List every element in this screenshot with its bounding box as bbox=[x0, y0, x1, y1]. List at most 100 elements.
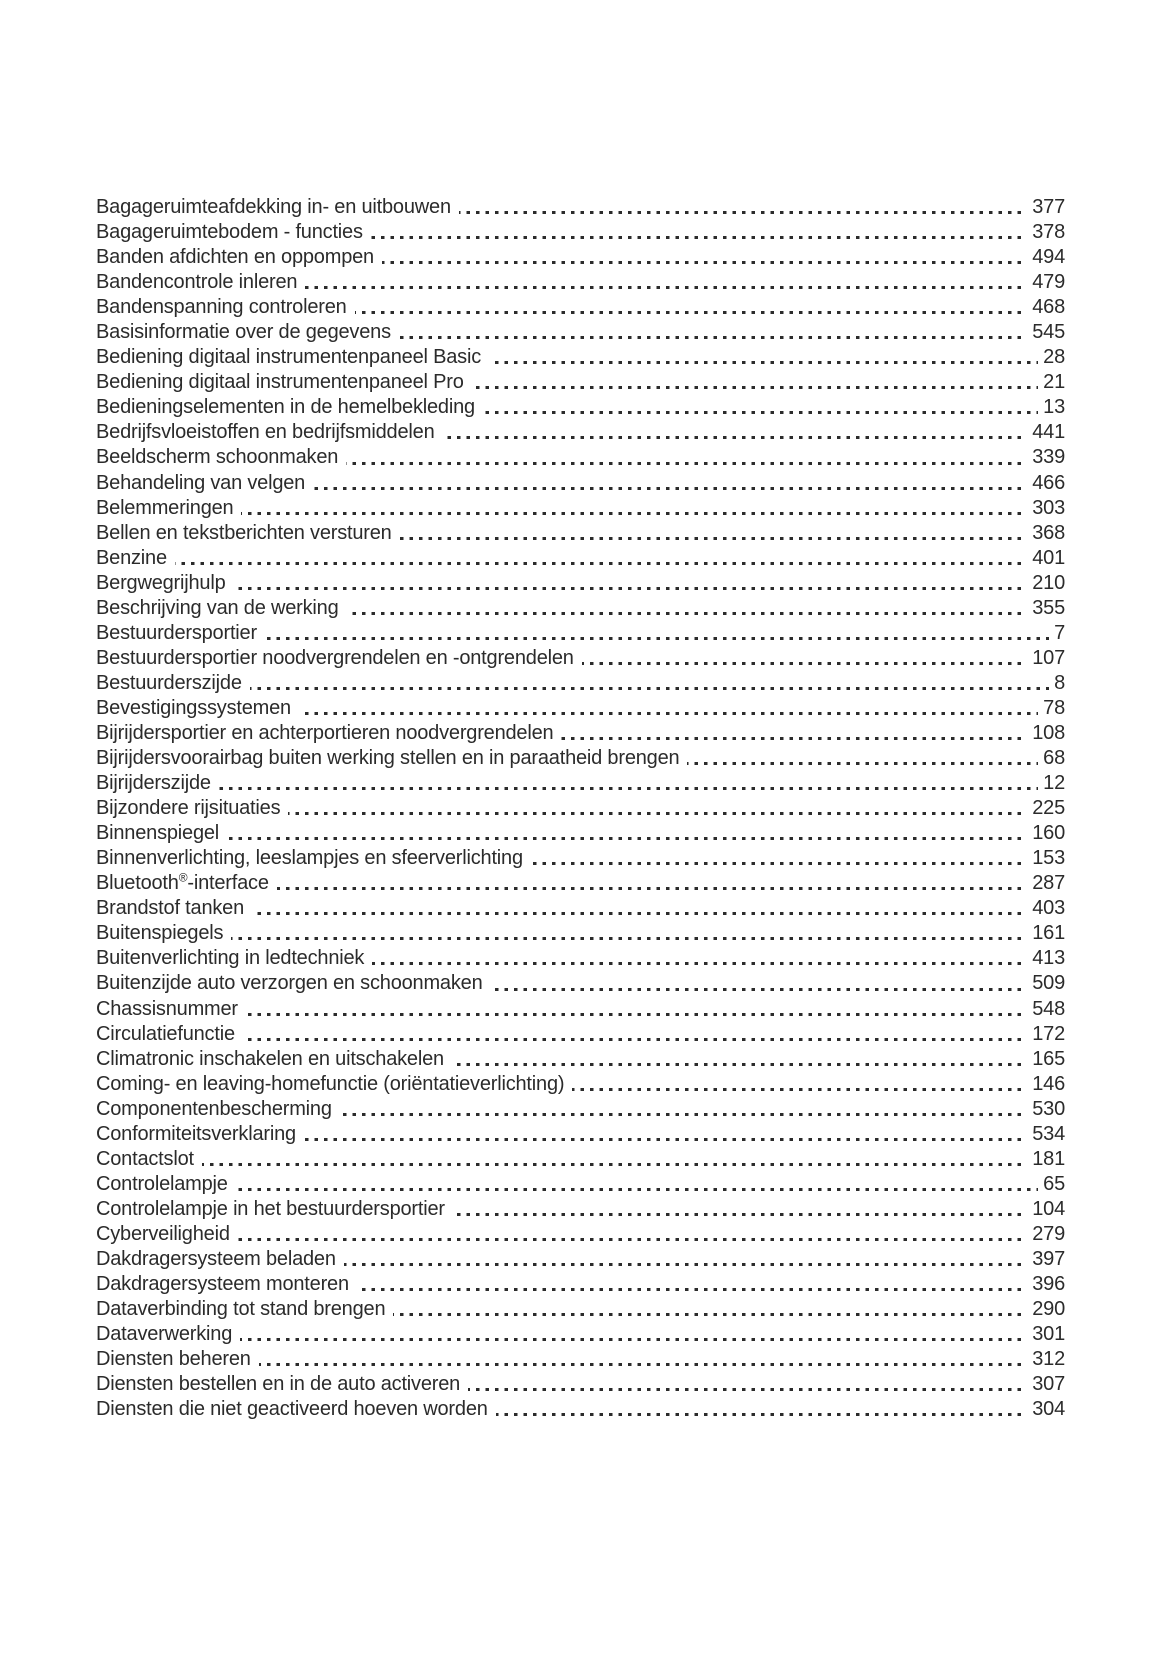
toc-entry: Bedieningselementen in de hemelbekleding… bbox=[96, 395, 1065, 421]
entry-page-number: 165 bbox=[1027, 1046, 1065, 1072]
entry-page-number: 8 bbox=[1049, 670, 1065, 696]
toc-entry: Bediening digitaal instrumentenpaneel Pr… bbox=[96, 370, 1065, 396]
toc-entry: Chassisnummer 548 bbox=[96, 996, 1065, 1022]
entry-page-number: 28 bbox=[1038, 345, 1065, 371]
entry-page-number: 368 bbox=[1027, 520, 1065, 546]
toc-entry: Componentenbescherming 530 bbox=[96, 1096, 1065, 1122]
entry-page-number: 545 bbox=[1027, 320, 1065, 346]
toc-entry: Dakdragersysteem monteren 396 bbox=[96, 1272, 1065, 1298]
toc-entry: Beeldscherm schoonmaken 339 bbox=[96, 445, 1065, 471]
entry-page-number: 413 bbox=[1027, 946, 1065, 972]
entry-page-number: 307 bbox=[1027, 1372, 1065, 1398]
toc-entry: Diensten beheren 312 bbox=[96, 1347, 1065, 1373]
toc-entry: Controlelampje 65 bbox=[96, 1171, 1065, 1197]
entry-label: Dakdragersysteem monteren bbox=[96, 1272, 357, 1298]
index-list: Bagageruimteafdekking in- en uitbouwen 37… bbox=[96, 195, 1065, 1423]
entry-page-number: 225 bbox=[1027, 796, 1065, 822]
entry-label: Diensten beheren bbox=[96, 1347, 259, 1373]
toc-entry: Belemmeringen 303 bbox=[96, 495, 1065, 521]
entry-label: Circulatiefunctie bbox=[96, 1021, 243, 1047]
toc-entry: Basisinformatie over de gegevens 545 bbox=[96, 320, 1065, 346]
entry-label: Controlelampje bbox=[96, 1171, 236, 1197]
toc-entry: Beschrijving van de werking 355 bbox=[96, 595, 1065, 621]
toc-entry: Bagageruimtebodem - functies 378 bbox=[96, 220, 1065, 246]
entry-label: Basisinformatie over de gegevens bbox=[96, 320, 399, 346]
entry-label: Beschrijving van de werking bbox=[96, 595, 347, 621]
toc-entry: Conformiteitsverklaring 534 bbox=[96, 1121, 1065, 1147]
entry-page-number: 210 bbox=[1027, 570, 1065, 596]
entry-page-number: 12 bbox=[1038, 771, 1065, 797]
entry-label: Bandencontrole inleren bbox=[96, 270, 306, 296]
entry-page-number: 401 bbox=[1027, 545, 1065, 571]
toc-entry: Bestuurdersportier 7 bbox=[96, 620, 1065, 646]
entry-label: Dataverbinding tot stand brengen bbox=[96, 1297, 394, 1323]
entry-label: Benzine bbox=[96, 545, 175, 571]
entry-label: Coming- en leaving-homefunctie (oriëntat… bbox=[96, 1071, 573, 1097]
entry-page-number: 7 bbox=[1049, 620, 1065, 646]
entry-label: Bedieningselementen in de hemelbekleding bbox=[96, 395, 483, 421]
entry-label: Bediening digitaal instrumentenpaneel Pr… bbox=[96, 370, 472, 396]
entry-label: Buitenspiegels bbox=[96, 921, 232, 947]
toc-entry: Bandencontrole inleren 479 bbox=[96, 270, 1065, 296]
entry-page-number: 378 bbox=[1027, 220, 1065, 246]
entry-label: Componentenbescherming bbox=[96, 1096, 340, 1122]
toc-entry: Bedrijfsvloeistoffen en bedrijfsmiddelen… bbox=[96, 420, 1065, 446]
entry-label: Beeldscherm schoonmaken bbox=[96, 445, 347, 471]
entry-page-number: 312 bbox=[1027, 1347, 1065, 1373]
entry-label: Climatronic inschakelen en uitschakelen bbox=[96, 1046, 452, 1072]
entry-label: Bedrijfsvloeistoffen en bedrijfsmiddelen bbox=[96, 420, 443, 446]
toc-entry: Bevestigingssystemen 78 bbox=[96, 695, 1065, 721]
toc-entry: Bestuurdersportier noodvergrendelen en -… bbox=[96, 645, 1065, 671]
entry-page-number: 161 bbox=[1027, 921, 1065, 947]
entry-label: Bagageruimteafdekking in- en uitbouwen bbox=[96, 195, 459, 221]
toc-entry: Bestuurderszijde 8 bbox=[96, 670, 1065, 696]
toc-entry: Cyberveiligheid 279 bbox=[96, 1221, 1065, 1247]
entry-page-number: 466 bbox=[1027, 470, 1065, 496]
entry-page-number: 153 bbox=[1027, 846, 1065, 872]
toc-entry: Binnenverlichting, leeslampjes en sfeerv… bbox=[96, 846, 1065, 872]
entry-label: Buitenverlichting in ledtechniek bbox=[96, 946, 373, 972]
toc-entry: Bijzondere rijsituaties 225 bbox=[96, 796, 1065, 822]
entry-label: Contactslot bbox=[96, 1146, 202, 1172]
entry-page-number: 403 bbox=[1027, 896, 1065, 922]
toc-entry: Bagageruimteafdekking in- en uitbouwen 37… bbox=[96, 195, 1065, 221]
entry-page-number: 494 bbox=[1027, 245, 1065, 271]
toc-entry: Circulatiefunctie 172 bbox=[96, 1021, 1065, 1047]
toc-entry: Behandeling van velgen 466 bbox=[96, 470, 1065, 496]
entry-page-number: 396 bbox=[1027, 1272, 1065, 1298]
entry-page-number: 339 bbox=[1027, 445, 1065, 471]
entry-page-number: 303 bbox=[1027, 495, 1065, 521]
entry-page-number: 548 bbox=[1027, 996, 1065, 1022]
entry-page-number: 509 bbox=[1027, 971, 1065, 997]
entry-page-number: 441 bbox=[1027, 420, 1065, 446]
toc-entry: Diensten die niet geactiveerd hoeven wor… bbox=[96, 1397, 1065, 1423]
toc-entry: Bijrijdersvoorairbag buiten werking stel… bbox=[96, 746, 1065, 772]
entry-label: Bestuurderszijde bbox=[96, 670, 250, 696]
entry-page-number: 108 bbox=[1027, 720, 1065, 747]
toc-entry: Dakdragersysteem beladen 397 bbox=[96, 1246, 1065, 1273]
registered-trademark-symbol: ® bbox=[178, 870, 188, 885]
toc-entry: Dataverbinding tot stand brengen 290 bbox=[96, 1297, 1065, 1323]
toc-entry: Coming- en leaving-homefunctie (oriëntat… bbox=[96, 1071, 1065, 1097]
entry-label: Bergwegrijhulp bbox=[96, 570, 234, 596]
toc-entry: Buitenverlichting in ledtechniek 413 bbox=[96, 946, 1065, 972]
entry-label: Bagageruimtebodem - functies bbox=[96, 220, 371, 246]
entry-page-number: 377 bbox=[1027, 195, 1065, 221]
toc-entry: Banden afdichten en oppompen 494 bbox=[96, 245, 1065, 271]
entry-page-number: 146 bbox=[1027, 1071, 1065, 1097]
entry-label: Buitenzijde auto verzorgen en schoonmake… bbox=[96, 971, 491, 997]
entry-label: Bijrijdersportier en achterportieren noo… bbox=[96, 720, 562, 747]
entry-label: Behandeling van velgen bbox=[96, 470, 314, 496]
entry-label: Chassisnummer bbox=[96, 996, 246, 1022]
entry-label: Bediening digitaal instrumentenpaneel Ba… bbox=[96, 345, 489, 371]
entry-page-number: 107 bbox=[1027, 645, 1065, 671]
entry-label: Diensten bestellen en in de auto activer… bbox=[96, 1372, 469, 1398]
toc-entry: Brandstof tanken 403 bbox=[96, 896, 1065, 922]
entry-label: Bandenspanning controleren bbox=[96, 295, 355, 321]
entry-label: Conformiteitsverklaring bbox=[96, 1121, 304, 1147]
entry-label: Belemmeringen bbox=[96, 495, 242, 521]
entry-page-number: 104 bbox=[1027, 1196, 1065, 1222]
toc-entry: Bijrijderszijde 12 bbox=[96, 771, 1065, 797]
entry-label: Dakdragersysteem beladen bbox=[96, 1246, 344, 1273]
